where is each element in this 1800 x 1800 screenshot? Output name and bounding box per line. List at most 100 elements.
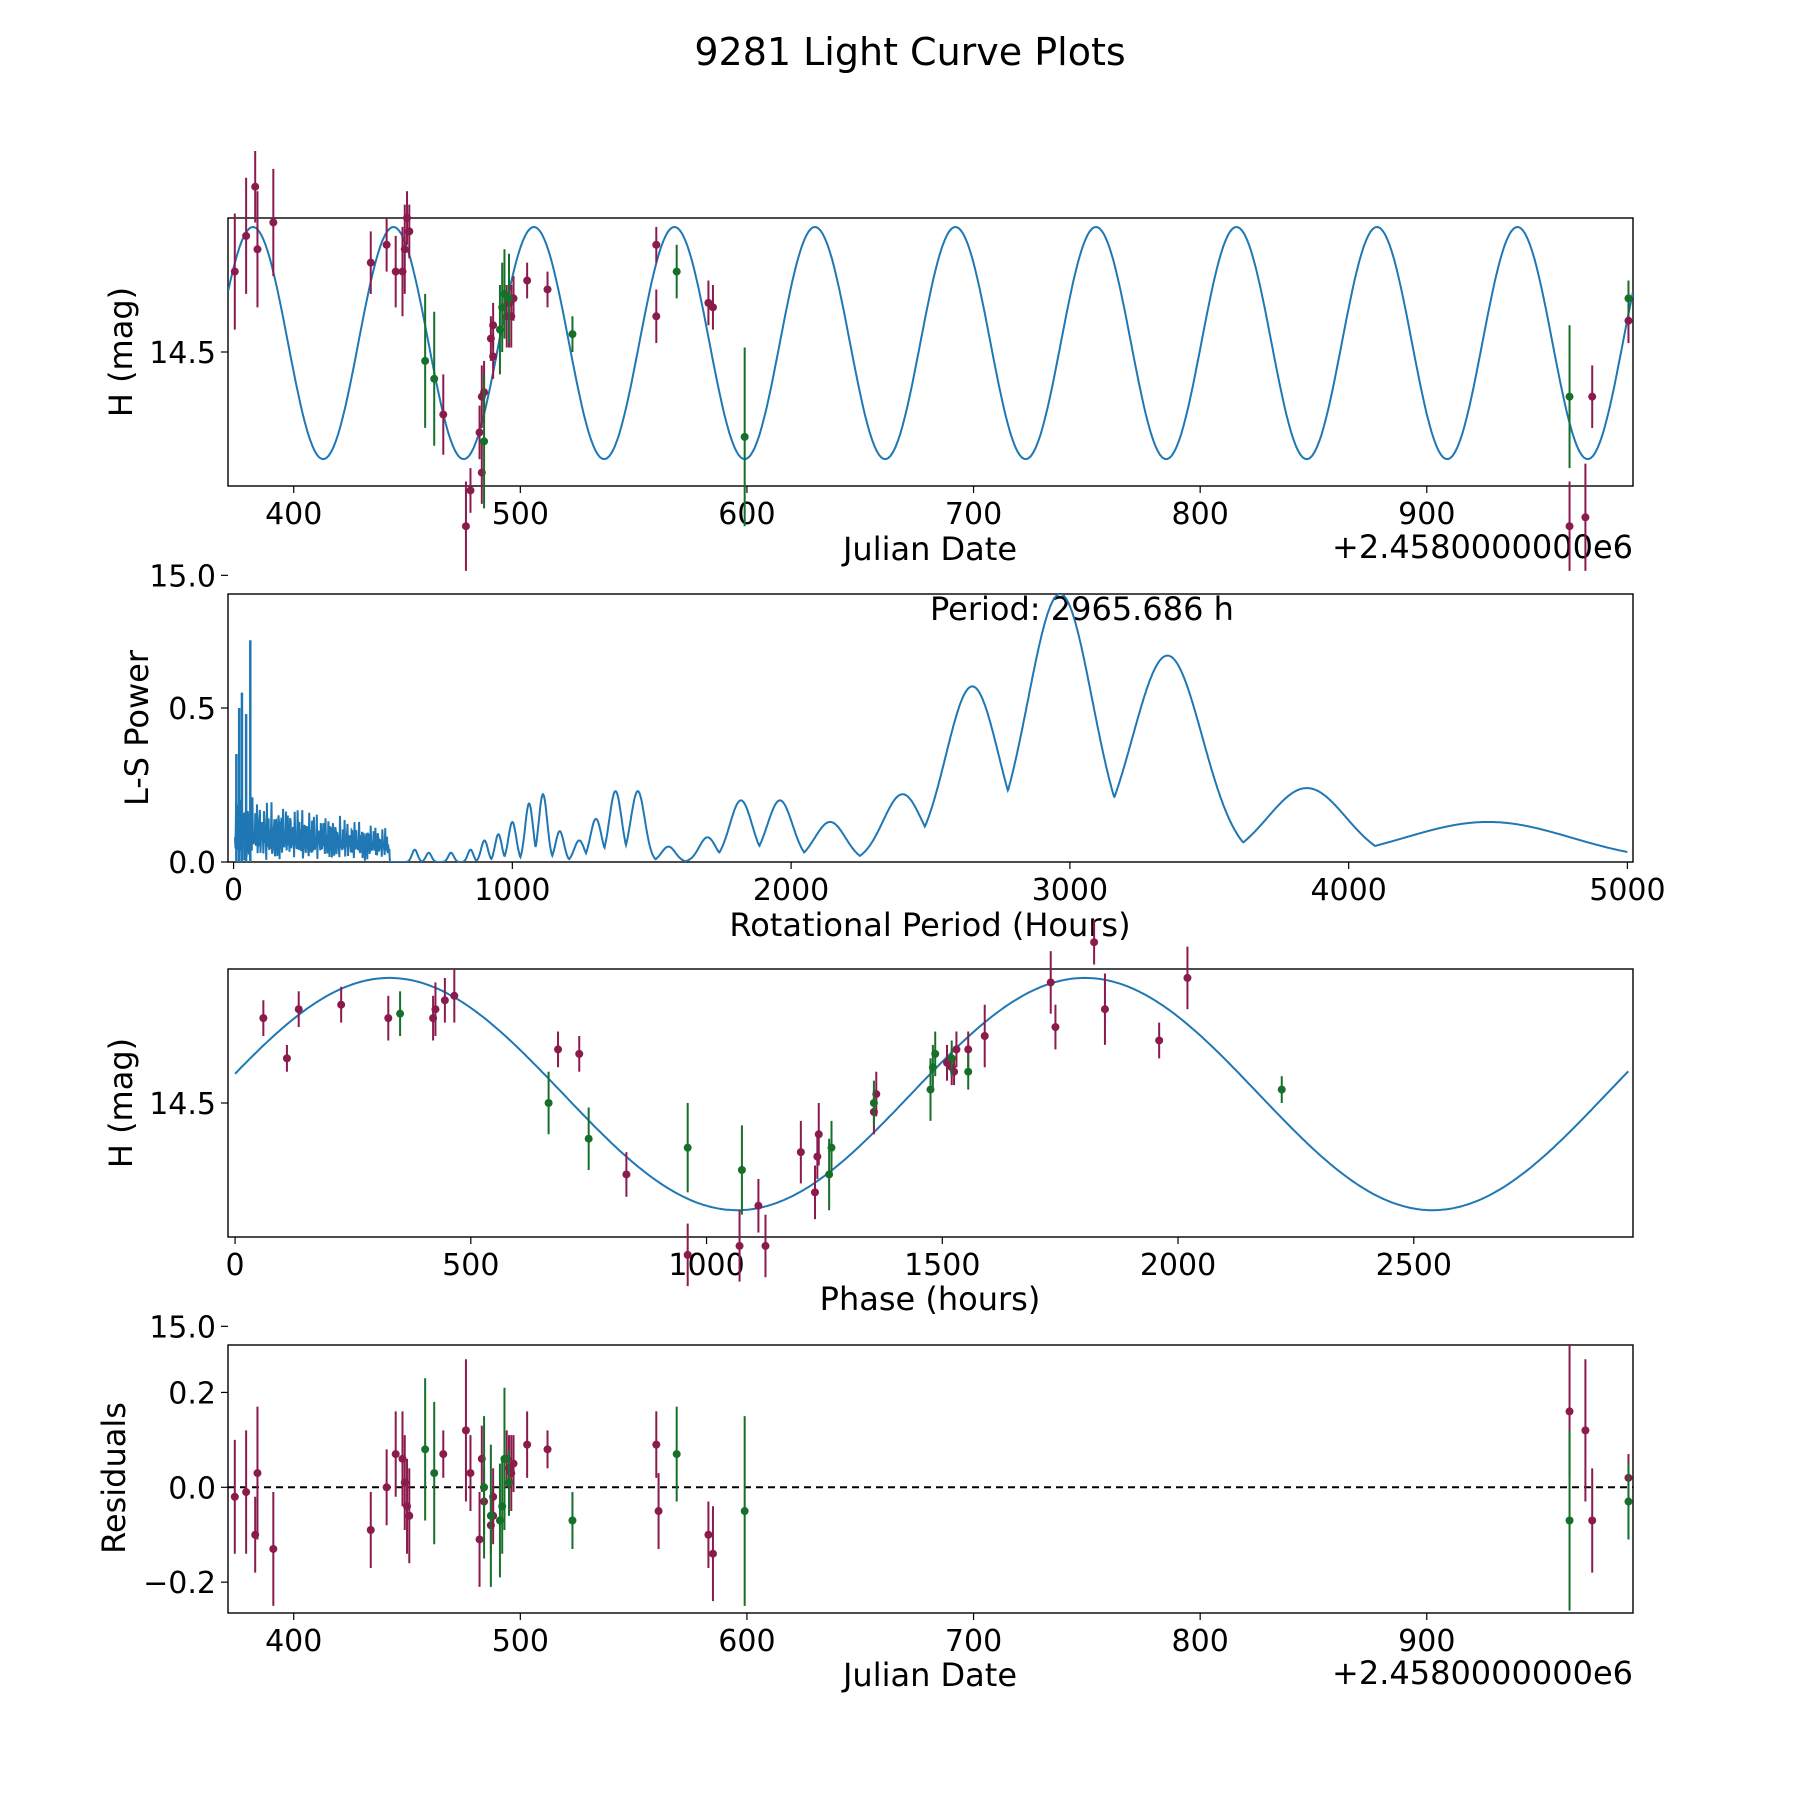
lightcurve-point — [1581, 513, 1590, 522]
residuals-axes-frame — [227, 1344, 1634, 1614]
phased-ylabel: H (mag) — [102, 1038, 140, 1168]
phased-panel: H (mag) Phase (hours) 0 500 1000 1500 2000 25… — [102, 919, 1634, 1345]
residuals-point — [439, 1450, 448, 1459]
residuals-point — [486, 1511, 495, 1520]
residuals-point — [382, 1483, 391, 1492]
phased-point — [980, 1032, 989, 1040]
lightcurve-point — [1624, 294, 1633, 303]
phased-point — [554, 1045, 563, 1054]
lightcurve-point — [461, 522, 470, 531]
residuals-point — [461, 1426, 470, 1435]
lightcurve-ytick-label: 14.5 — [149, 336, 216, 371]
lightcurve-point — [382, 240, 391, 249]
lightcurve-axes-frame — [227, 217, 1634, 487]
lightcurve-ytick-label: 15.0 — [149, 559, 216, 594]
lightcurve-point — [1565, 392, 1574, 401]
residuals-xtick-label: 700 — [945, 1624, 1002, 1659]
phased-point — [683, 1250, 692, 1259]
phased-point — [761, 1241, 770, 1250]
lightcurve-point — [405, 227, 414, 236]
phased-point — [1051, 1023, 1060, 1032]
periodogram-axes-frame — [227, 593, 1634, 863]
phased-point — [869, 1099, 878, 1107]
lightcurve-point — [1624, 316, 1633, 325]
phased-point — [282, 1054, 291, 1063]
residuals-point — [475, 1535, 484, 1544]
residuals-point — [568, 1516, 577, 1525]
residuals-xtick-label: 600 — [718, 1624, 775, 1659]
residuals-point — [269, 1544, 278, 1553]
residuals-point — [230, 1492, 239, 1501]
lightcurve-fit-line — [228, 225, 1633, 461]
lightcurve-xtick-label: 700 — [945, 497, 1002, 532]
residuals-xtick-label: 500 — [492, 1624, 549, 1659]
lightcurve-offset-label: +2.4580000000e6 — [1332, 528, 1633, 566]
phased-point — [737, 1166, 746, 1174]
phased-point — [1100, 1005, 1109, 1014]
phased-point — [947, 1054, 956, 1063]
residuals-panel: Residuals Julian Date +2.4580000000e6 40… — [95, 1344, 1634, 1694]
lightcurve-xtick-label: 500 — [492, 497, 549, 532]
lightcurve-point — [543, 285, 552, 294]
lightcurve-ylabel: H (mag) — [102, 287, 140, 417]
residuals-point — [405, 1511, 414, 1520]
lightcurve-point — [439, 410, 448, 419]
phased-point — [931, 1049, 940, 1058]
phased-point — [952, 1045, 961, 1054]
phased-xtick-label: 2000 — [1140, 1248, 1216, 1283]
phased-point — [337, 1000, 346, 1009]
phased-point — [810, 1188, 819, 1197]
periodogram-ylabel: L-S Power — [118, 649, 156, 806]
phased-ytick-label: 14.5 — [149, 1087, 216, 1122]
phased-point — [396, 1009, 405, 1018]
residuals-point — [505, 1478, 513, 1487]
residuals-point — [1581, 1426, 1590, 1435]
lightcurve-point — [523, 276, 532, 285]
residuals-point — [708, 1549, 717, 1558]
lightcurve-point — [230, 267, 239, 276]
lightcurve-point — [1588, 392, 1597, 401]
lightcurve-point — [430, 374, 439, 383]
residuals-xlabel: Julian Date — [841, 1656, 1017, 1694]
phased-point — [622, 1170, 631, 1179]
residuals-point — [672, 1450, 681, 1459]
residuals-point — [740, 1507, 749, 1516]
periodogram-xtick-label: 0 — [224, 873, 243, 908]
residuals-point — [366, 1525, 375, 1534]
phased-point — [827, 1143, 836, 1152]
phased-point — [259, 1014, 268, 1023]
phased-xtick-label: 0 — [226, 1248, 245, 1283]
lightcurve-point — [568, 330, 577, 339]
lightcurve-xtick-label: 600 — [718, 497, 775, 532]
phased-xtick-label: 1000 — [668, 1248, 744, 1283]
phased-xlabel: Phase (hours) — [820, 1280, 1041, 1318]
residuals-point — [1565, 1407, 1574, 1416]
phased-point — [1277, 1085, 1286, 1094]
residuals-ylabel: Residuals — [95, 1402, 133, 1554]
lightcurve-panel: H (mag) Julian Date +2.4580000000e6 400 5… — [102, 151, 1634, 594]
residuals-point — [543, 1445, 552, 1454]
figure-title: 9281 Light Curve Plots — [694, 30, 1125, 74]
residuals-xtick-label: 400 — [265, 1624, 322, 1659]
lightcurve-point — [421, 356, 430, 365]
residuals-point — [253, 1469, 262, 1478]
phased-fit-line — [234, 976, 1630, 1212]
lightcurve-point — [466, 486, 475, 495]
lightcurve-point — [505, 294, 513, 303]
residuals-point — [652, 1440, 661, 1449]
phased-point — [735, 1241, 744, 1250]
phased-point — [450, 991, 459, 1000]
residuals-ytick-label: 0.2 — [168, 1376, 216, 1411]
phased-point — [964, 1067, 973, 1076]
phased-point — [1155, 1036, 1164, 1045]
lightcurve-point — [480, 437, 489, 446]
lightcurve-point — [672, 267, 681, 276]
residuals-point — [391, 1450, 400, 1459]
phased-point — [813, 1152, 822, 1161]
residuals-offset-label: +2.4580000000e6 — [1332, 1654, 1633, 1692]
phased-point — [440, 996, 449, 1005]
lightcurve-xtick-label: 800 — [1172, 497, 1229, 532]
lightcurve-point — [652, 312, 661, 321]
periodogram-power-line — [234, 594, 1628, 862]
phased-point — [683, 1143, 692, 1152]
